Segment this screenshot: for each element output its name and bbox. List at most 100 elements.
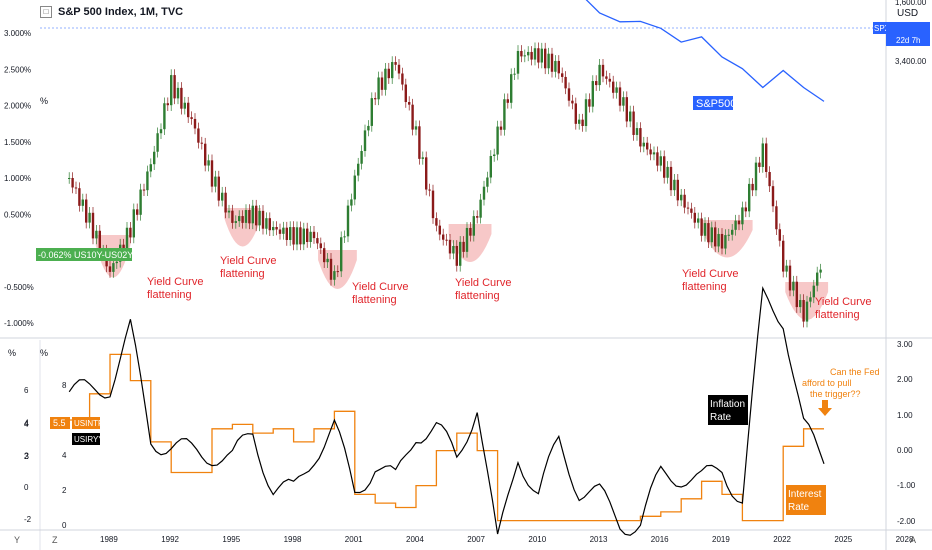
candle-body [350,199,353,206]
corner-z-label[interactable]: Z [52,535,58,545]
candle-body [642,142,645,147]
candle-body [700,218,703,236]
candle-body [142,189,146,191]
candle-body [272,226,275,231]
corner-y-label[interactable]: Y [14,535,21,545]
candle-body [482,186,486,200]
candle-body [289,227,292,241]
candle-body [323,248,326,263]
candle-body [122,244,125,251]
candle-body [659,156,662,166]
candle-body [799,300,802,308]
candle-body [527,51,530,56]
candle-body [595,81,598,86]
candles [68,42,822,328]
candle-body [377,77,380,100]
candle-body [442,234,445,240]
candle-body [520,50,523,57]
candle-body [129,227,132,238]
candle-body [710,227,713,243]
annotation-2: Yield Curve flattening [220,255,276,280]
candle-body [170,75,173,106]
candle-body [71,178,74,188]
candle-body [353,175,356,200]
candle-body [812,285,815,298]
candle-body [197,128,200,143]
candle-body [391,62,394,79]
candle-body [717,233,720,247]
candle-body [221,192,224,201]
candle-body [367,125,370,131]
flattening-highlights [95,208,829,320]
candle-body [765,143,768,172]
inflation-legend-line2: Rate [710,412,732,423]
candle-body [435,218,438,226]
interest-value: 5.5 [53,418,66,428]
left-tick: 3.000% [4,29,31,38]
candle-body [608,78,611,82]
bottom-right-tick: -2.00 [897,517,916,526]
annotation-3: Yield Curve flattening [352,281,408,306]
question-arrow-icon [818,400,832,416]
candle-body [452,245,455,254]
x-tick: 2025 [834,535,852,544]
candle-body [513,73,516,75]
candle-body [516,50,520,74]
bottom-left-tick-a: 4 [62,451,67,460]
candle-body [425,157,428,190]
candle-body [149,164,152,172]
spread-value: -0.062% [38,250,72,260]
candle-body [734,220,737,230]
x-axis-ticks: 1989 1992 1995 1998 2001 2004 2007 2010 2013 2016… [100,535,914,544]
candle-body [479,199,482,218]
candle-body [547,53,550,69]
candle-body [673,179,676,191]
candle-body [503,99,506,130]
candle-body [737,220,741,225]
candle-body [550,53,554,72]
interest-rate-line [69,353,824,522]
x-tick: 1989 [100,535,118,544]
candle-body [639,128,642,147]
candle-body [306,228,309,243]
corner-a-label[interactable]: A [910,535,917,545]
candle-body [261,210,265,229]
candle-body [329,258,333,280]
bottom-left-tick-a: 0 [62,521,67,530]
symbol-square-icon[interactable]: □ [40,6,52,18]
candle-body [625,97,628,122]
candle-body [418,126,421,159]
annotation-5-line1: Yield Curve [682,268,738,280]
candle-body [615,87,618,93]
candle-body [571,100,574,104]
candle-body [108,266,112,272]
candle-body [785,265,788,272]
candle-body [666,166,669,178]
candle-body [455,245,458,266]
candle-body [98,230,101,254]
candle-body [370,98,373,126]
candle-body [693,212,696,223]
bottom-right-tick: 2.00 [897,375,913,384]
candle-body [476,216,479,218]
candle-body [578,119,581,124]
right-tick: 1,600.00 [895,0,927,7]
candle-body [88,212,91,223]
candle-body [411,104,414,130]
candle-body [809,297,812,302]
candle-body [387,68,390,79]
currency-label[interactable]: USD [897,8,919,19]
main-pane [40,20,886,337]
candle-body [404,84,407,103]
candle-body [421,157,424,159]
left-tick: 1.500% [4,138,31,147]
candle-body [292,227,295,245]
candle-body [758,162,761,167]
candle-body [139,189,142,215]
candle-body [309,231,312,243]
candle-body [748,183,751,212]
inflation-legend-bg [708,395,748,425]
candle-body [697,218,700,223]
bottom-left-tick-a: 8 [62,381,67,390]
bottom-left-tick-b: -2 [24,515,32,524]
